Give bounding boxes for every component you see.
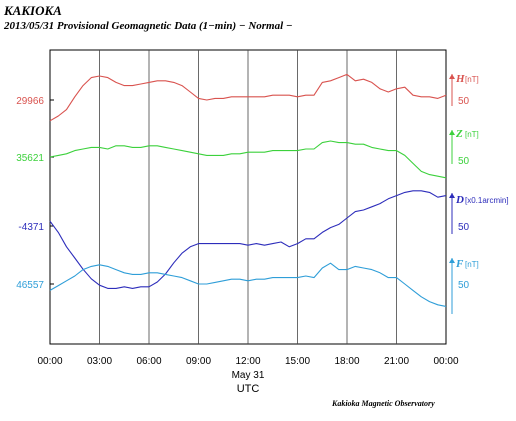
series-line-d <box>49 190 447 289</box>
scale-arrowhead <box>449 258 455 263</box>
x-unit-label: UTC <box>237 383 260 395</box>
station-title: KAKIOKA <box>3 3 62 18</box>
component-label-h: H <box>455 73 465 85</box>
observatory-credit: Kakioka Magnetic Observatory <box>331 399 435 408</box>
grid <box>49 49 447 345</box>
scale-label-f: 50 <box>458 280 470 291</box>
component-unit: [nT] <box>465 130 479 139</box>
component-unit: [nT] <box>465 75 479 84</box>
chart-subtitle: 2013/05/31 Provisional Geomagnetic Data … <box>3 20 293 32</box>
series-line-h <box>49 73 447 122</box>
baseline-label-d: -4371 <box>18 222 44 233</box>
series-lines <box>49 73 447 307</box>
scale-arrowhead <box>449 193 455 198</box>
scale-label-z: 50 <box>458 156 470 167</box>
x-tick-label: 00:00 <box>433 356 458 367</box>
x-tick-label: 21:00 <box>384 356 409 367</box>
component-label-d: D <box>455 194 464 206</box>
x-tick-label: 09:00 <box>186 356 211 367</box>
scale-arrowhead <box>449 74 455 79</box>
x-date-label: May 31 <box>232 370 265 381</box>
x-tick-label: 12:00 <box>235 356 260 367</box>
x-tick-label: 15:00 <box>285 356 310 367</box>
scale-label-h: 50 <box>458 96 470 107</box>
x-tick-label: 00:00 <box>37 356 62 367</box>
x-tick-label: 18:00 <box>334 356 359 367</box>
scale-arrowhead <box>449 130 455 135</box>
component-unit: [x0.1arcmin] <box>465 196 509 205</box>
scale-label-d: 50 <box>458 222 470 233</box>
x-tick-label: 03:00 <box>87 356 112 367</box>
component-label-f: F <box>455 258 464 270</box>
series-line-f <box>49 262 447 307</box>
baseline-label-f: 46557 <box>16 280 44 291</box>
series-line-z <box>49 140 447 179</box>
axis-labels: 00:00 03:00 06:00 09:00 12:00 15:00 18:00 21:00… <box>16 73 508 367</box>
component-label-z: Z <box>455 128 463 140</box>
baseline-label-h: 29966 <box>16 96 44 107</box>
baseline-label-z: 35621 <box>16 153 44 164</box>
x-tick-label: 06:00 <box>136 356 161 367</box>
component-unit: [nT] <box>465 260 479 269</box>
